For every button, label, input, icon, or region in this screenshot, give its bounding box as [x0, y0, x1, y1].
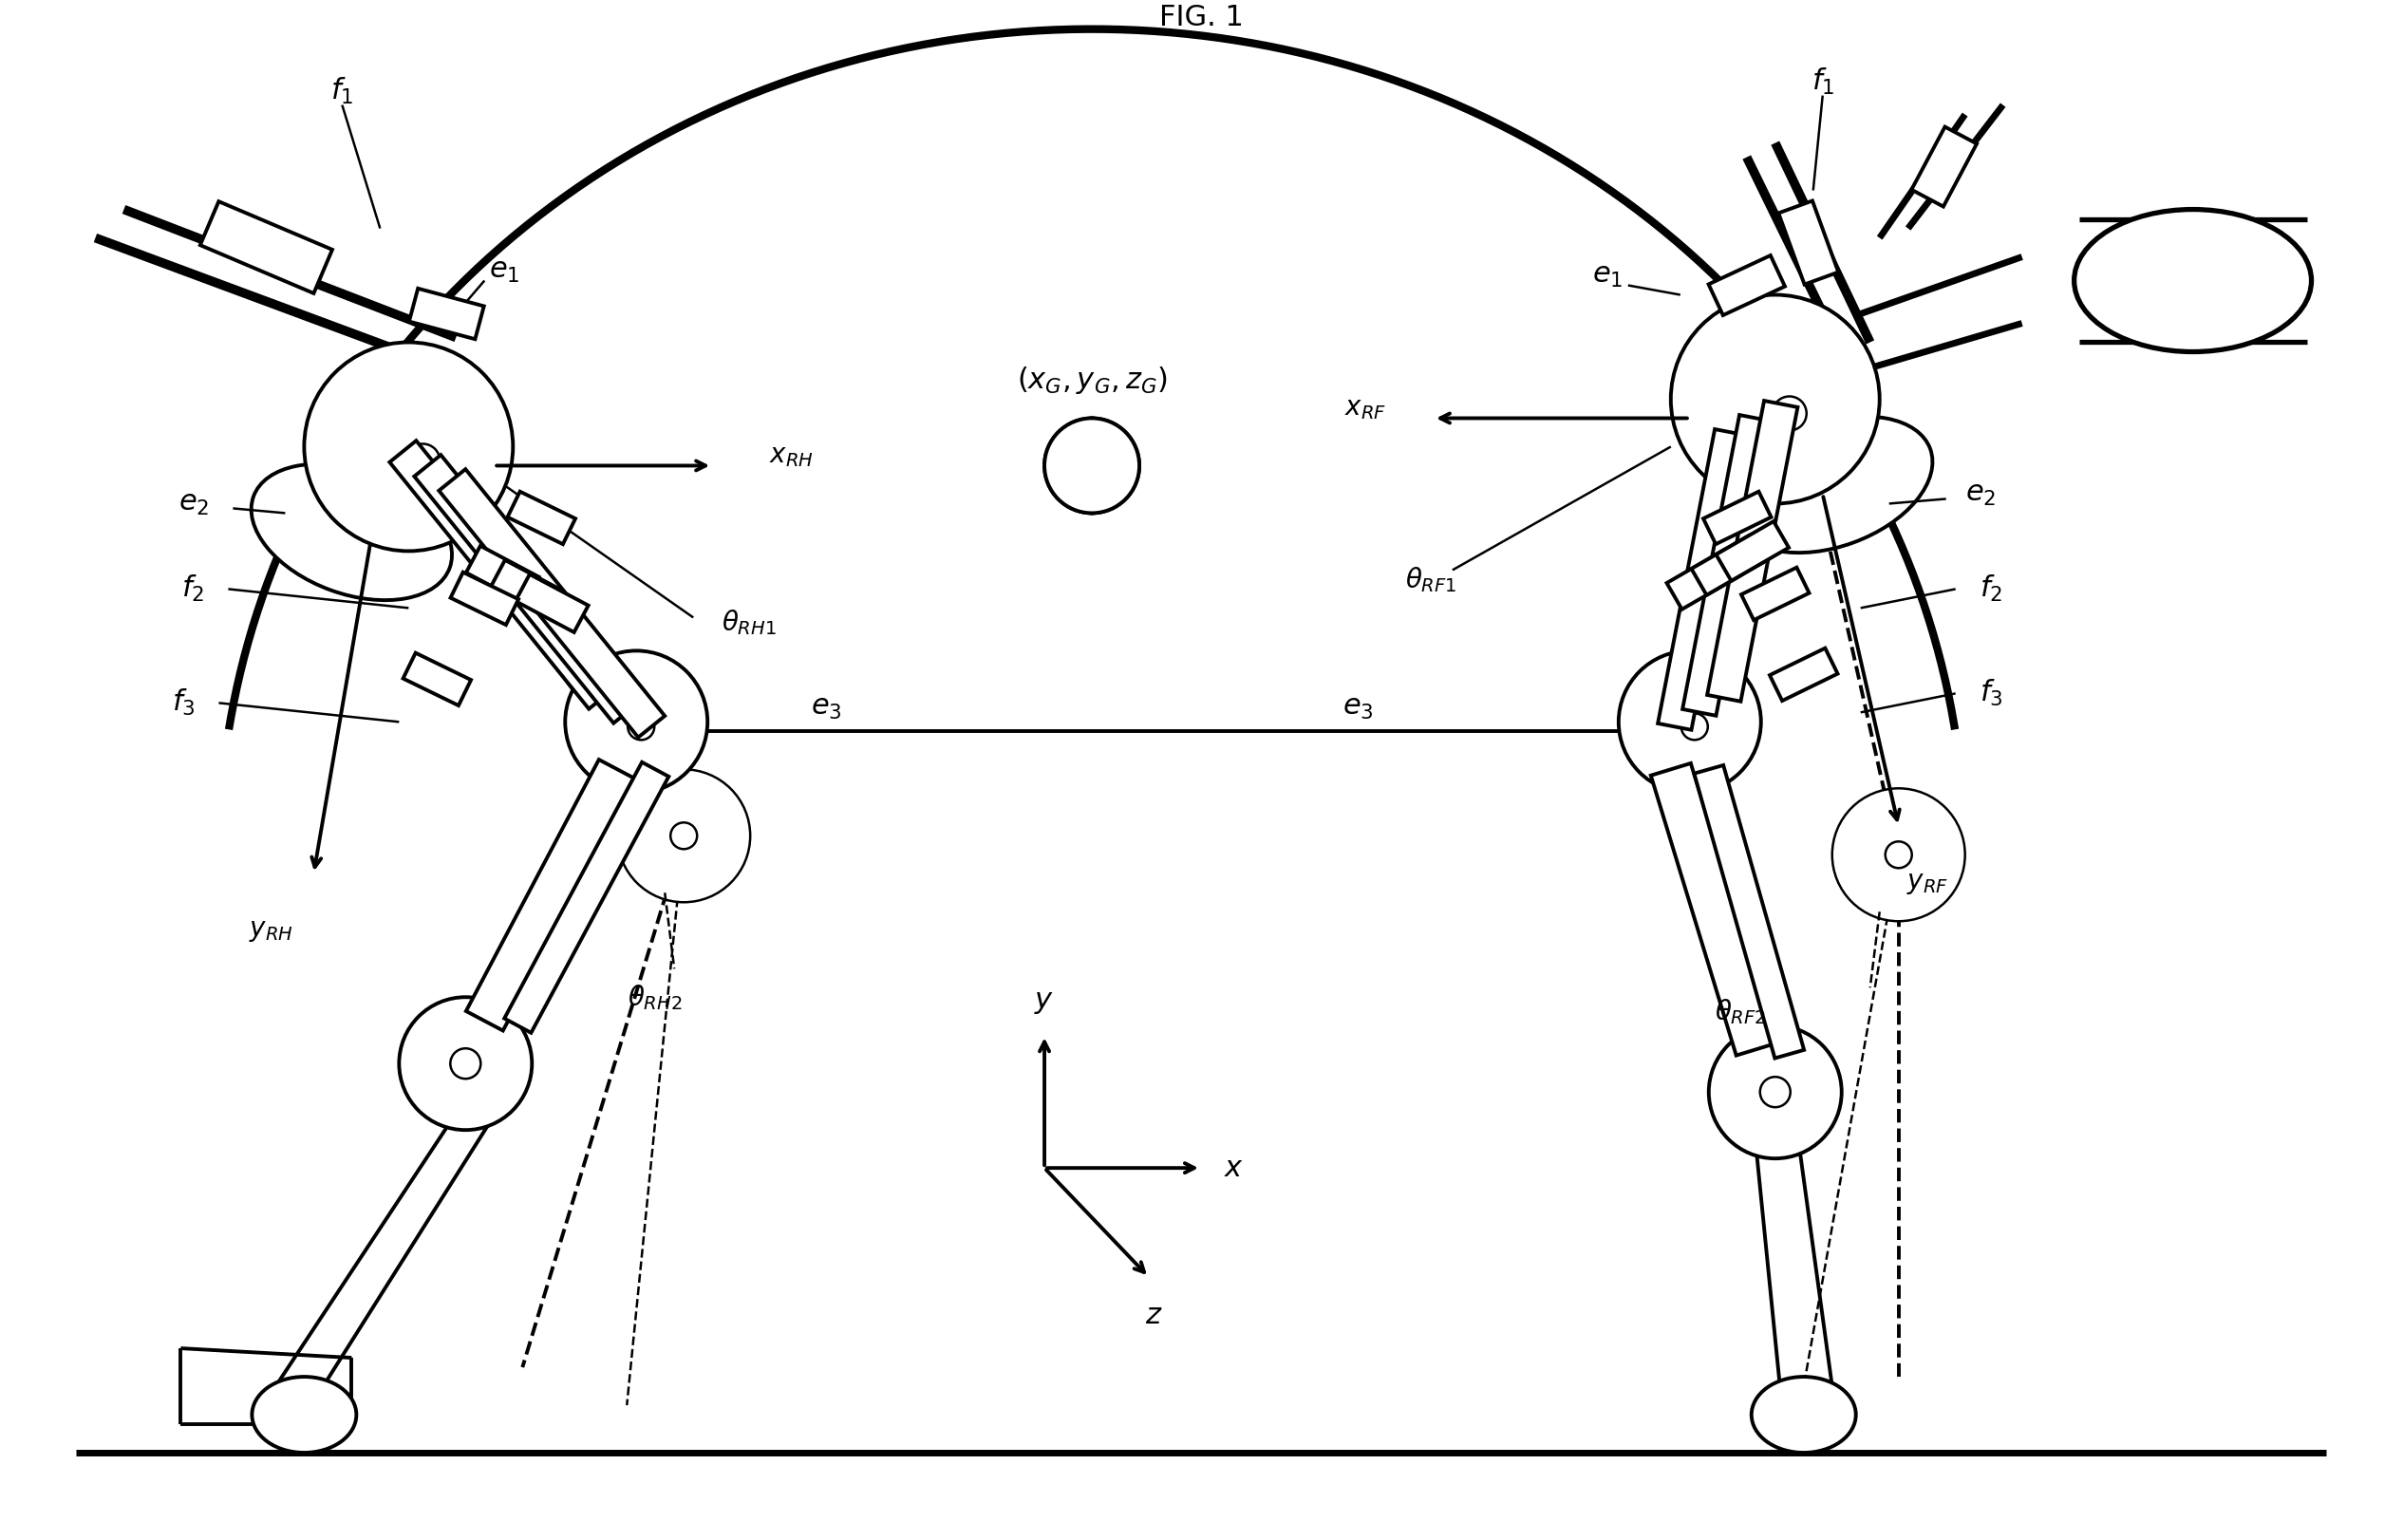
- Polygon shape: [413, 454, 639, 724]
- Polygon shape: [507, 491, 574, 544]
- Ellipse shape: [1752, 1377, 1855, 1452]
- Circle shape: [1045, 419, 1139, 513]
- Circle shape: [670, 822, 697, 849]
- Circle shape: [406, 444, 440, 477]
- Circle shape: [399, 996, 531, 1130]
- Wedge shape: [1045, 419, 1091, 513]
- Polygon shape: [1668, 550, 1740, 610]
- Polygon shape: [1716, 522, 1788, 581]
- Text: $e_2$: $e_2$: [178, 490, 209, 517]
- Polygon shape: [490, 561, 565, 618]
- Text: $f_3$: $f_3$: [1980, 678, 2002, 708]
- Text: $y$: $y$: [1033, 989, 1055, 1016]
- Polygon shape: [1658, 430, 1749, 730]
- Circle shape: [1709, 1026, 1841, 1158]
- Circle shape: [1620, 651, 1761, 793]
- Circle shape: [565, 651, 706, 793]
- Ellipse shape: [1733, 416, 1932, 553]
- Circle shape: [1682, 713, 1709, 739]
- Text: $f_1$: $f_1$: [332, 75, 353, 106]
- Text: $\theta_{RF2}$: $\theta_{RF2}$: [1713, 996, 1766, 1026]
- Ellipse shape: [252, 1377, 356, 1452]
- Wedge shape: [1091, 419, 1139, 513]
- Text: $f_1$: $f_1$: [1812, 66, 1833, 97]
- Text: $\theta_{RH2}$: $\theta_{RH2}$: [627, 983, 682, 1012]
- Ellipse shape: [252, 464, 452, 601]
- Text: $e_1$: $e_1$: [1593, 262, 1624, 290]
- Text: $y_{RH}$: $y_{RH}$: [250, 918, 293, 944]
- Text: $e_3$: $e_3$: [810, 695, 841, 721]
- Text: $f_2$: $f_2$: [1980, 574, 2002, 604]
- Polygon shape: [199, 202, 332, 293]
- Circle shape: [618, 770, 750, 902]
- Polygon shape: [409, 288, 483, 339]
- Polygon shape: [1651, 764, 1776, 1055]
- Polygon shape: [1910, 126, 1978, 206]
- Polygon shape: [389, 440, 615, 708]
- Polygon shape: [1778, 200, 1838, 285]
- Text: FIG. 1: FIG. 1: [1158, 5, 1242, 31]
- Polygon shape: [1682, 414, 1773, 716]
- Polygon shape: [514, 574, 589, 633]
- Ellipse shape: [2074, 209, 2312, 351]
- Polygon shape: [1709, 256, 1785, 316]
- Polygon shape: [505, 762, 668, 1033]
- Polygon shape: [466, 759, 637, 1030]
- Polygon shape: [440, 470, 666, 738]
- Circle shape: [1831, 788, 1966, 921]
- Circle shape: [627, 713, 654, 739]
- Polygon shape: [466, 545, 538, 604]
- Text: $e_1$: $e_1$: [490, 257, 519, 285]
- Text: $e_3$: $e_3$: [1343, 695, 1372, 721]
- Text: $\theta_{RF1}$: $\theta_{RF1}$: [1406, 565, 1456, 594]
- Text: $(x_G, y_G, z_G)$: $(x_G, y_G, z_G)$: [1016, 365, 1168, 396]
- Polygon shape: [404, 653, 471, 705]
- Text: $x_{RF}$: $x_{RF}$: [1343, 396, 1387, 422]
- Circle shape: [305, 342, 512, 551]
- Polygon shape: [1706, 400, 1797, 701]
- Text: $f_2$: $f_2$: [183, 574, 204, 604]
- Text: $\theta_{RH1}$: $\theta_{RH1}$: [721, 608, 776, 638]
- Text: $y_{RF}$: $y_{RF}$: [1906, 870, 1949, 896]
- Polygon shape: [1704, 491, 1771, 544]
- Polygon shape: [449, 573, 519, 625]
- Polygon shape: [1742, 567, 1809, 621]
- Circle shape: [449, 1049, 481, 1078]
- Text: $f_3$: $f_3$: [171, 688, 195, 718]
- Text: $x$: $x$: [1223, 1153, 1245, 1181]
- Circle shape: [1886, 841, 1913, 869]
- Circle shape: [1759, 1076, 1790, 1107]
- Circle shape: [1773, 396, 1807, 431]
- Text: $x_{RH}$: $x_{RH}$: [769, 444, 815, 470]
- Circle shape: [1670, 294, 1879, 504]
- Polygon shape: [1694, 765, 1805, 1058]
- Text: $e_2$: $e_2$: [1966, 480, 1994, 508]
- Text: $z$: $z$: [1144, 1301, 1163, 1329]
- Polygon shape: [1692, 536, 1764, 594]
- Polygon shape: [1769, 648, 1838, 701]
